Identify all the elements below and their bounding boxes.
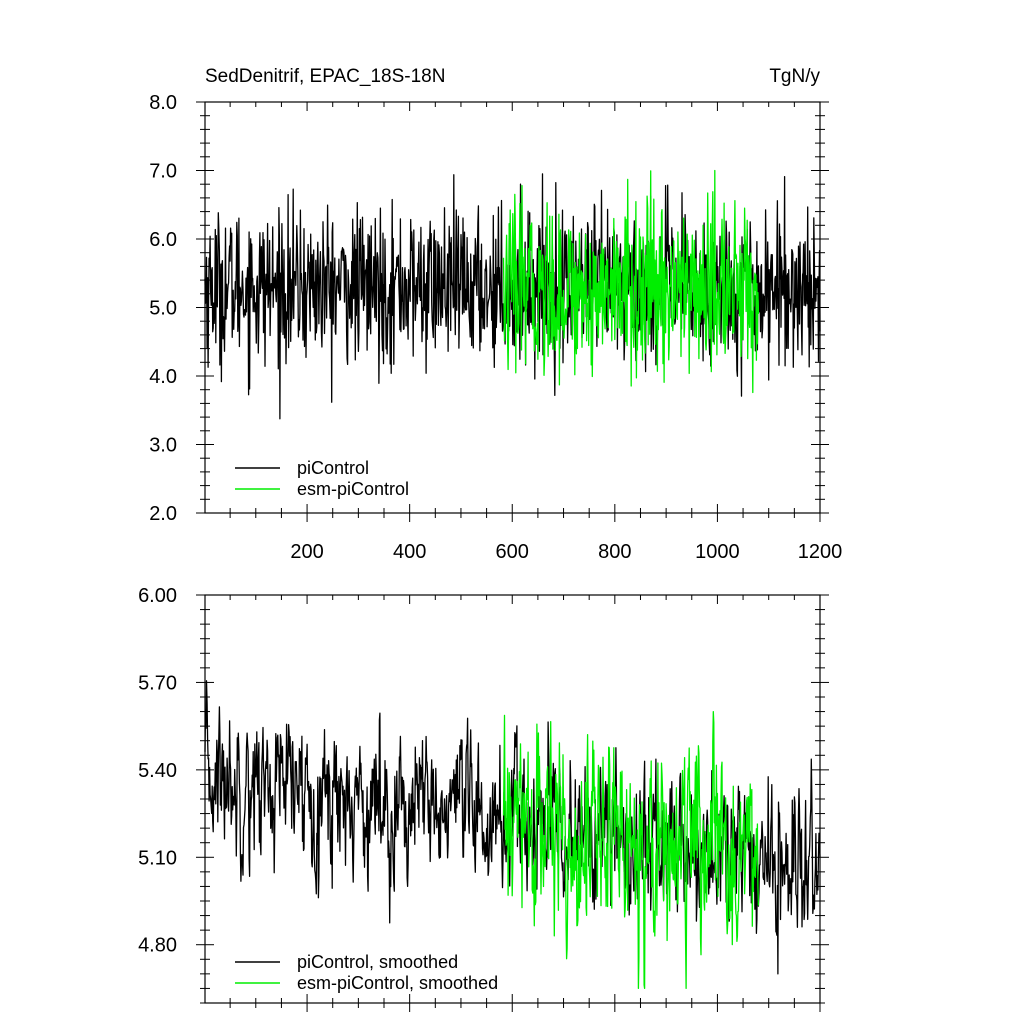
y-tick-label: 4.80: [138, 935, 177, 957]
y-tick-label: 8.0: [149, 92, 177, 114]
x-tick-label: 800: [598, 541, 631, 563]
y-tick-label: 5.0: [149, 298, 177, 320]
series-line-esm-picontrol: [502, 169, 760, 394]
legend-label: esm-piControl: [297, 479, 409, 499]
x-tick-label: 1200: [798, 541, 843, 563]
top-panel: 200 400 600 800 1000 1200 2.0 3.0 4.0 5.0 6.0 7.0 8.…: [149, 66, 842, 563]
x-tick-label: 200: [290, 541, 323, 563]
x-tick-label: 400: [393, 541, 426, 563]
x-tick-label: 600: [496, 541, 529, 563]
bottom-panel: 4.80 5.10 5.40 5.70 6.00 piControl, smoothede…: [138, 585, 829, 1012]
y-tick-label: 2.0: [149, 503, 177, 525]
y-tick-label: 6.0: [149, 229, 177, 251]
legend-label: piControl, smoothed: [297, 952, 458, 972]
y-tick-label: 6.00: [138, 585, 177, 607]
y-tick-label: 4.0: [149, 366, 177, 388]
legend-label: esm-piControl, smoothed: [297, 973, 498, 993]
y-tick-label: 7.0: [149, 161, 177, 183]
y-tick-label: 5.10: [138, 847, 177, 869]
chart-title: SedDenitrif, EPAC_18S-18N: [205, 66, 445, 87]
series-line-esm-picontrol-smoothed: [502, 710, 760, 990]
y-tick-label: 5.70: [138, 672, 177, 694]
units-label: TgN/y: [769, 66, 820, 87]
legend-label: piControl: [297, 458, 369, 478]
x-tick-label: 1000: [695, 541, 740, 563]
y-tick-label: 3.0: [149, 435, 177, 457]
y-tick-label: 5.40: [138, 760, 177, 782]
